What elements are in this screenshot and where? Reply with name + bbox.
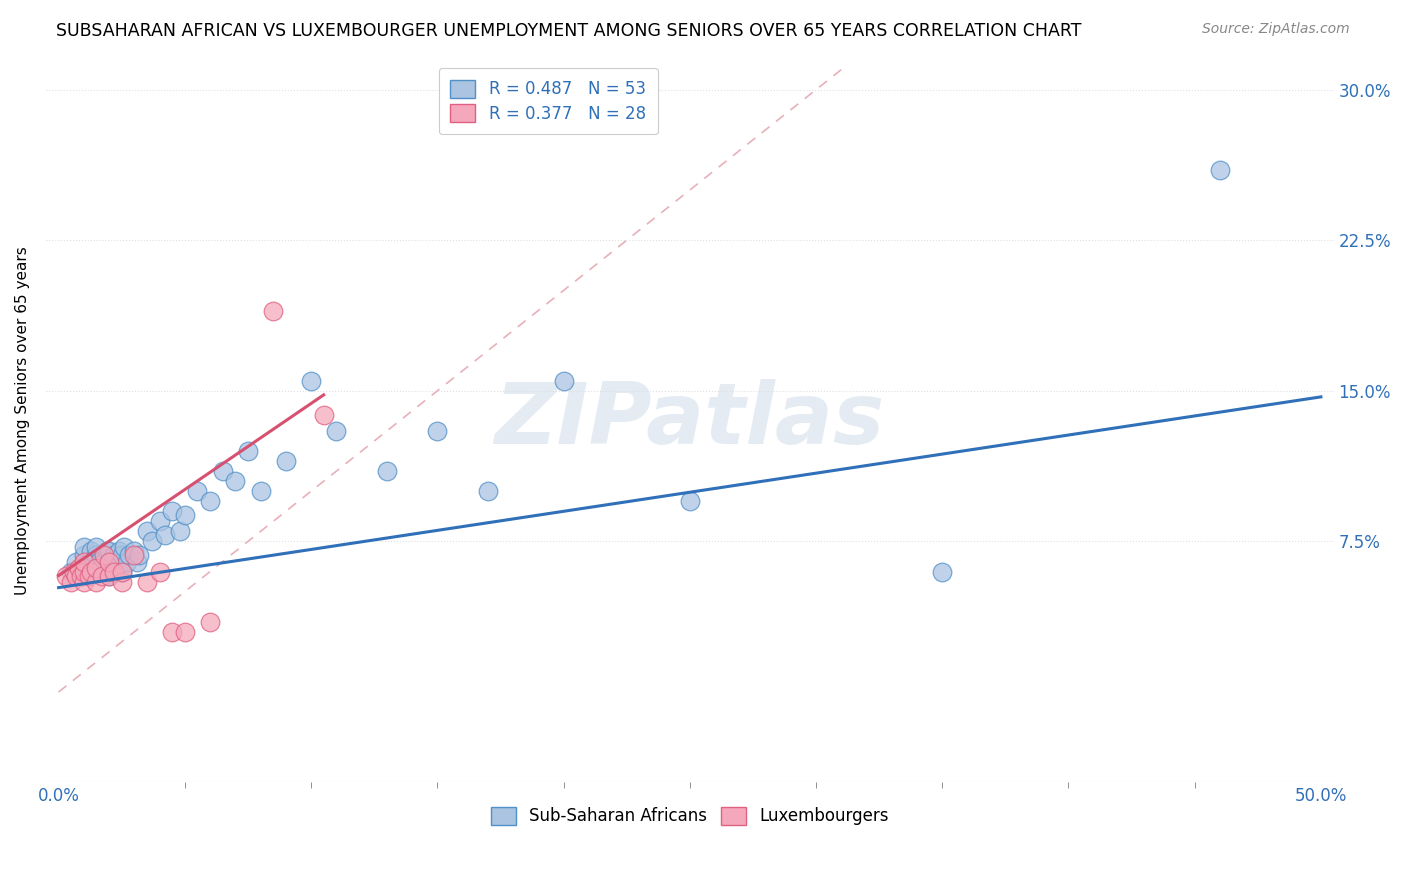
Point: [124, 544, 146, 558]
Point: [169, 524, 191, 539]
Point: [186, 484, 208, 499]
Point: [70, 568, 93, 582]
Text: ZIPatlas: ZIPatlas: [495, 379, 884, 462]
Point: [931, 565, 953, 579]
Point: [65, 554, 87, 568]
Point: [249, 484, 271, 499]
Point: [80, 565, 103, 579]
Point: [679, 494, 702, 508]
Point: [198, 615, 221, 629]
Point: [141, 534, 163, 549]
Point: [125, 554, 148, 568]
Point: [73, 541, 96, 555]
Point: [98, 554, 121, 568]
Point: [111, 549, 134, 563]
Legend: Sub-Saharan Africans, Luxembourgers: Sub-Saharan Africans, Luxembourgers: [481, 797, 898, 836]
Point: [124, 549, 146, 563]
Point: [128, 549, 150, 563]
Point: [70, 568, 93, 582]
Point: [60, 565, 83, 579]
Point: [98, 554, 121, 568]
Point: [86, 541, 108, 555]
Point: [111, 574, 134, 589]
Point: [299, 374, 322, 388]
Point: [103, 549, 125, 563]
Point: [148, 565, 170, 579]
Point: [93, 565, 115, 579]
Point: [77, 558, 100, 573]
Point: [111, 565, 134, 579]
Point: [98, 568, 121, 582]
Point: [375, 464, 398, 478]
Point: [93, 549, 115, 563]
Point: [86, 574, 108, 589]
Point: [160, 504, 183, 518]
Point: [73, 554, 96, 568]
Point: [1209, 163, 1232, 178]
Point: [80, 544, 103, 558]
Point: [108, 544, 131, 558]
Point: [87, 554, 110, 568]
Point: [477, 484, 499, 499]
Point: [55, 568, 77, 582]
Point: [312, 408, 335, 422]
Point: [96, 544, 118, 558]
Point: [136, 574, 159, 589]
Point: [153, 528, 176, 542]
Point: [115, 554, 138, 568]
Point: [98, 568, 121, 582]
Point: [77, 568, 100, 582]
Point: [173, 508, 195, 523]
Point: [93, 554, 115, 568]
Point: [236, 444, 259, 458]
Point: [73, 554, 96, 568]
Point: [211, 464, 233, 478]
Point: [198, 494, 221, 508]
Point: [553, 374, 575, 388]
Point: [98, 544, 121, 558]
Point: [173, 624, 195, 639]
Point: [65, 568, 87, 582]
Point: [262, 303, 284, 318]
Point: [111, 565, 134, 579]
Point: [148, 514, 170, 528]
Point: [67, 560, 90, 574]
Point: [73, 565, 96, 579]
Point: [86, 549, 108, 563]
Point: [73, 549, 96, 563]
Text: Source: ZipAtlas.com: Source: ZipAtlas.com: [1202, 22, 1350, 37]
Point: [274, 454, 297, 468]
Point: [67, 565, 90, 579]
Text: SUBSAHARAN AFRICAN VS LUXEMBOURGER UNEMPLOYMENT AMONG SENIORS OVER 65 YEARS CORR: SUBSAHARAN AFRICAN VS LUXEMBOURGER UNEMP…: [56, 22, 1081, 40]
Point: [90, 568, 112, 582]
Point: [73, 574, 96, 589]
Point: [103, 565, 125, 579]
Point: [105, 558, 128, 573]
Point: [86, 560, 108, 574]
Point: [224, 474, 246, 488]
Point: [118, 549, 141, 563]
Point: [136, 524, 159, 539]
Y-axis label: Unemployment Among Seniors over 65 years: Unemployment Among Seniors over 65 years: [15, 246, 30, 595]
Point: [325, 424, 347, 438]
Point: [112, 541, 135, 555]
Point: [426, 424, 449, 438]
Point: [62, 565, 84, 579]
Point: [86, 560, 108, 574]
Point: [160, 624, 183, 639]
Point: [60, 574, 83, 589]
